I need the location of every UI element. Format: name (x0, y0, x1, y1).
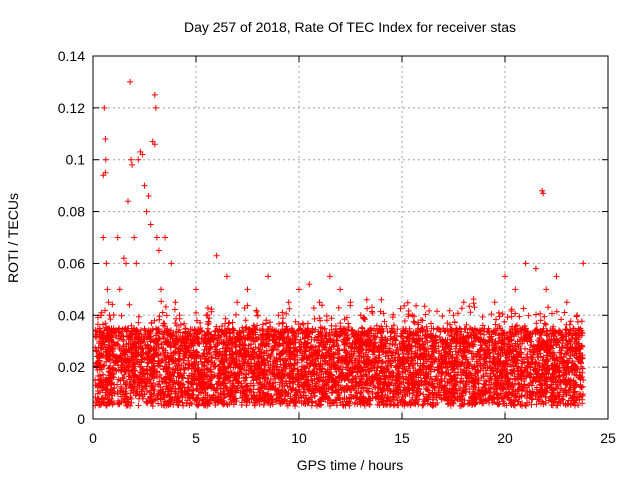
plot-frame (92, 55, 609, 420)
y-axis: 0 0.02 0.04 0.06 0.08 0.1 0.12 0.14 (58, 48, 608, 427)
y-axis-label: ROTI / TECUs (5, 193, 21, 283)
y-tick-label: 0.08 (58, 204, 85, 220)
x-tick-label: 5 (192, 430, 200, 446)
data-points (92, 78, 587, 409)
y-tick-label: 0.12 (58, 100, 85, 116)
x-axis: 0 5 10 15 20 25 (89, 56, 616, 446)
x-axis-label: GPS time / hours (297, 457, 404, 473)
x-tick-label: 15 (394, 430, 410, 446)
y-tick-label: 0.1 (66, 152, 86, 168)
y-tick-label: 0 (77, 411, 85, 427)
chart-title: Day 257 of 2018, Rate Of TEC Index for r… (184, 19, 516, 35)
x-tick-label: 10 (291, 430, 307, 446)
x-tick-label: 25 (600, 430, 616, 446)
x-tick-label: 20 (497, 430, 513, 446)
x-tick-label: 0 (89, 430, 97, 446)
y-tick-label: 0.04 (58, 307, 85, 323)
y-tick-label: 0.02 (58, 359, 85, 375)
y-tick-label: 0.06 (58, 255, 85, 271)
roti-markers (92, 78, 587, 409)
y-tick-label: 0.14 (58, 48, 85, 64)
